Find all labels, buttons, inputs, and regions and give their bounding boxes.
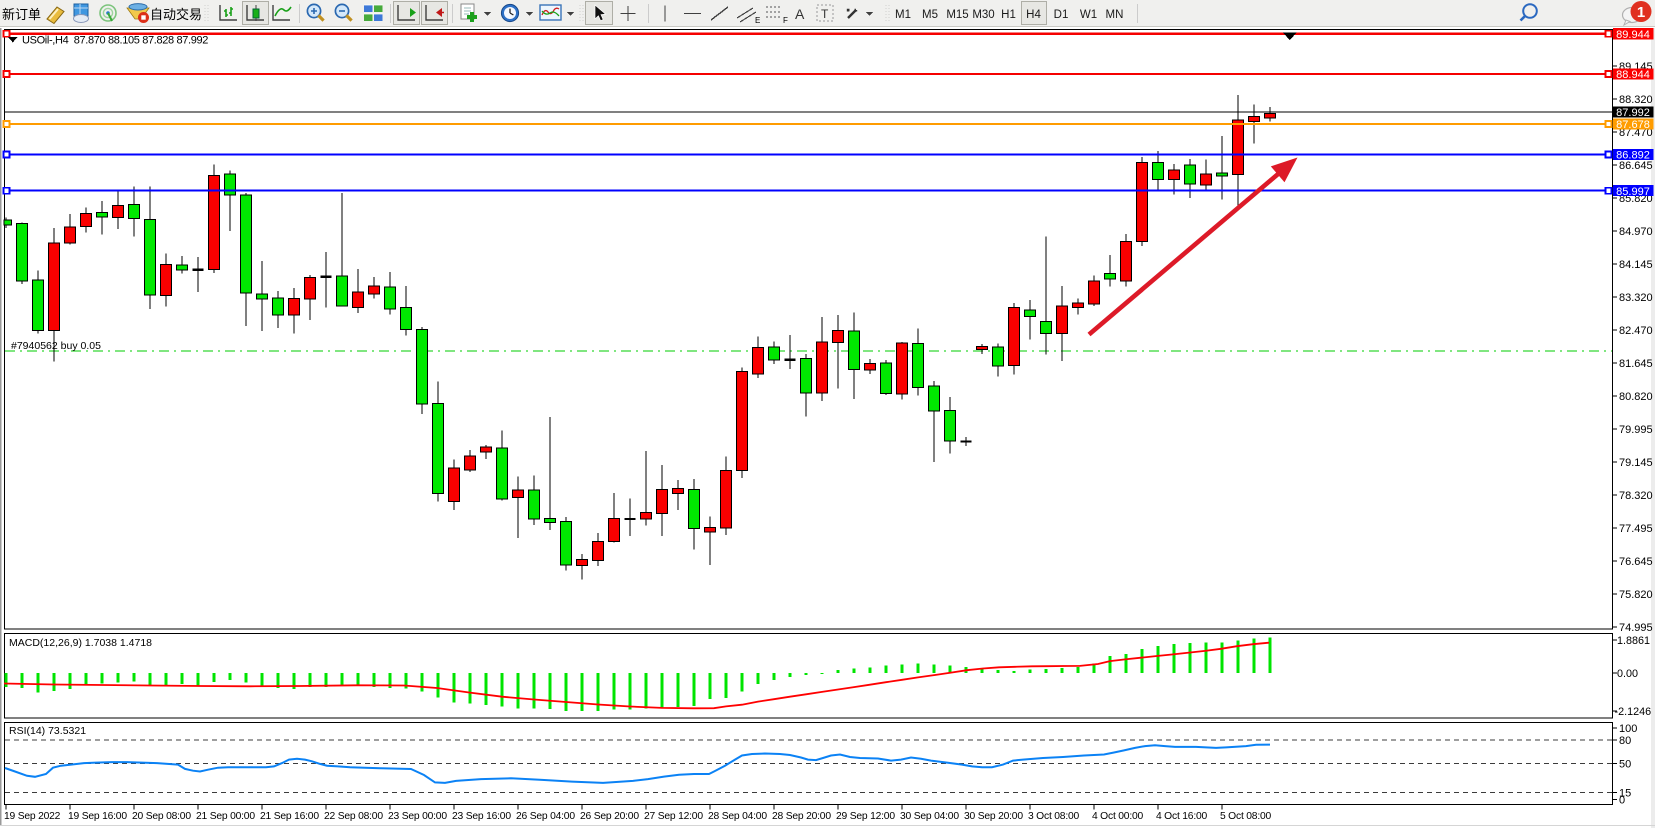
svg-text:4 Oct 16:00: 4 Oct 16:00 xyxy=(1156,811,1208,822)
svg-text:自动交易: 自动交易 xyxy=(150,7,202,22)
svg-text:T: T xyxy=(821,7,829,21)
svg-text:W1: W1 xyxy=(1080,9,1097,21)
svg-text:1.8861: 1.8861 xyxy=(1617,635,1650,647)
svg-text:86.645: 86.645 xyxy=(1619,160,1653,172)
svg-text:26 Sep 20:00: 26 Sep 20:00 xyxy=(580,811,639,822)
svg-text:29 Sep 12:00: 29 Sep 12:00 xyxy=(836,811,895,822)
svg-text:RSI(14) 73.5321: RSI(14) 73.5321 xyxy=(9,725,86,737)
svg-text:84.970: 84.970 xyxy=(1619,226,1653,238)
svg-text:5 Oct 08:00: 5 Oct 08:00 xyxy=(1220,811,1272,822)
svg-text:100: 100 xyxy=(1619,723,1637,735)
svg-text:D1: D1 xyxy=(1054,9,1069,21)
svg-text:85.997: 85.997 xyxy=(1616,186,1650,198)
svg-text:20 Sep 08:00: 20 Sep 08:00 xyxy=(132,811,191,822)
svg-text:75.820: 75.820 xyxy=(1619,589,1653,601)
svg-text:50: 50 xyxy=(1619,758,1631,770)
svg-text:MACD(12,26,9) 1.7038 1.4718: MACD(12,26,9) 1.7038 1.4718 xyxy=(9,637,152,649)
svg-text:21 Sep 00:00: 21 Sep 00:00 xyxy=(196,811,255,822)
svg-text:19 Sep 2022: 19 Sep 2022 xyxy=(4,811,61,822)
svg-text:M15: M15 xyxy=(946,9,968,21)
svg-text:M30: M30 xyxy=(972,9,994,21)
svg-text:76.645: 76.645 xyxy=(1619,556,1653,568)
svg-text:87.992: 87.992 xyxy=(1616,107,1650,119)
svg-text:MN: MN xyxy=(1106,9,1124,21)
svg-text:82.470: 82.470 xyxy=(1619,325,1653,337)
svg-text:E: E xyxy=(755,16,760,25)
svg-text:21 Sep 16:00: 21 Sep 16:00 xyxy=(260,811,319,822)
svg-text:23 Sep 00:00: 23 Sep 00:00 xyxy=(388,811,447,822)
svg-text:79.995: 79.995 xyxy=(1619,424,1653,436)
svg-text:M5: M5 xyxy=(922,9,938,21)
svg-text:83.320: 83.320 xyxy=(1619,292,1653,304)
svg-text:A: A xyxy=(795,6,805,22)
svg-text:28 Sep 04:00: 28 Sep 04:00 xyxy=(708,811,767,822)
svg-text:26 Sep 04:00: 26 Sep 04:00 xyxy=(516,811,575,822)
svg-text:30 Sep 04:00: 30 Sep 04:00 xyxy=(900,811,959,822)
svg-text:88.320: 88.320 xyxy=(1619,94,1653,106)
svg-text:0.00: 0.00 xyxy=(1617,668,1638,680)
svg-text:0: 0 xyxy=(1619,795,1625,807)
svg-text:22 Sep 08:00: 22 Sep 08:00 xyxy=(324,811,383,822)
svg-text:3 Oct 08:00: 3 Oct 08:00 xyxy=(1028,811,1080,822)
svg-text:28 Sep 20:00: 28 Sep 20:00 xyxy=(772,811,831,822)
svg-text:1: 1 xyxy=(1637,4,1645,21)
svg-text:27 Sep 12:00: 27 Sep 12:00 xyxy=(644,811,703,822)
svg-text:M1: M1 xyxy=(895,9,911,21)
svg-text:4 Oct 00:00: 4 Oct 00:00 xyxy=(1092,811,1144,822)
svg-text:87.678: 87.678 xyxy=(1616,119,1650,131)
svg-text:84.145: 84.145 xyxy=(1619,259,1653,271)
svg-text:30 Sep 20:00: 30 Sep 20:00 xyxy=(964,811,1023,822)
svg-text:H4: H4 xyxy=(1026,9,1041,21)
svg-text:新订单: 新订单 xyxy=(2,7,41,22)
svg-text:77.495: 77.495 xyxy=(1619,523,1653,535)
svg-text:-2.1246: -2.1246 xyxy=(1615,706,1652,718)
svg-text:USOil-,H4 87.870 88.105 87.82: USOil-,H4 87.870 88.105 87.828 87.992 xyxy=(22,35,208,47)
svg-text:79.145: 79.145 xyxy=(1619,457,1653,469)
svg-text:86.892: 86.892 xyxy=(1616,150,1650,162)
svg-text:H1: H1 xyxy=(1001,9,1016,21)
svg-text:87.470: 87.470 xyxy=(1619,127,1653,139)
svg-text:F: F xyxy=(783,16,788,25)
svg-text:#7940562 buy 0.05: #7940562 buy 0.05 xyxy=(11,340,101,352)
svg-text:19 Sep 16:00: 19 Sep 16:00 xyxy=(68,811,127,822)
svg-text:80.820: 80.820 xyxy=(1619,391,1653,403)
svg-text:89.944: 89.944 xyxy=(1616,29,1650,41)
svg-text:78.320: 78.320 xyxy=(1619,490,1653,502)
svg-text:74.995: 74.995 xyxy=(1619,622,1653,634)
svg-text:81.645: 81.645 xyxy=(1619,358,1653,370)
svg-text:23 Sep 16:00: 23 Sep 16:00 xyxy=(452,811,511,822)
svg-text:15: 15 xyxy=(1619,788,1631,800)
svg-text:80: 80 xyxy=(1619,735,1631,747)
svg-text:88.944: 88.944 xyxy=(1616,69,1650,81)
